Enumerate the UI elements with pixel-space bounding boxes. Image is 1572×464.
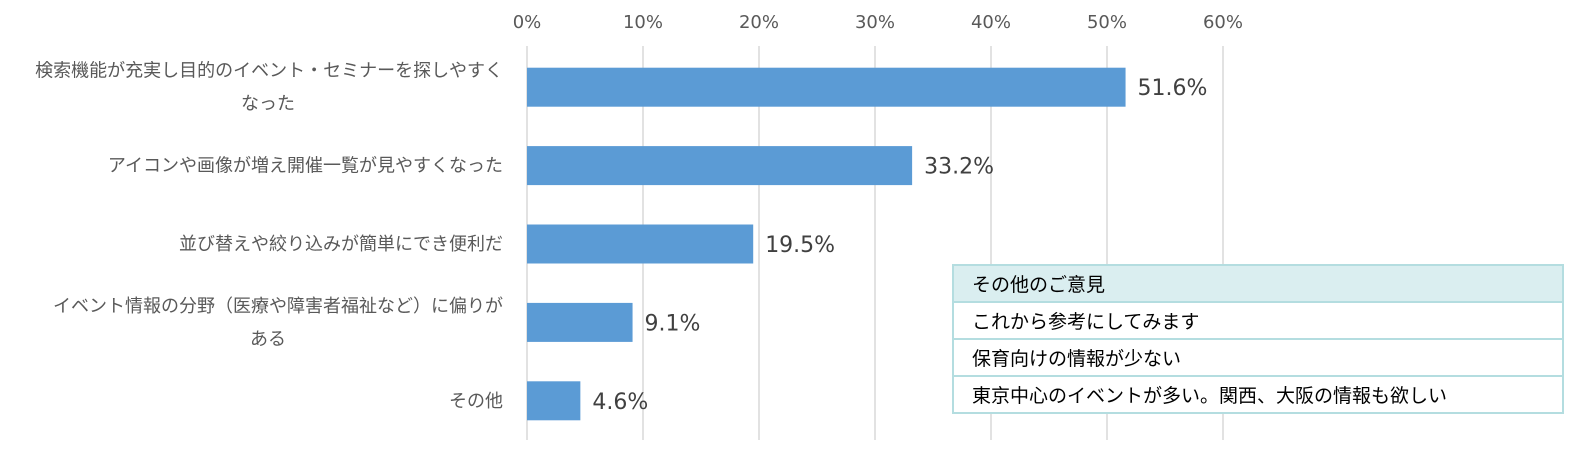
data-label: 4.6%	[592, 390, 648, 415]
category-label: ある	[250, 329, 286, 350]
x-tick-label: 50%	[1087, 12, 1127, 33]
category-label: アイコンや画像が増え開催一覧が見やすくなった	[108, 156, 503, 177]
gridlines	[526, 46, 1224, 440]
x-tick-label: 40%	[971, 12, 1011, 33]
x-tick-label: 20%	[739, 12, 779, 33]
data-labels: 51.6% 33.2% 19.5% 9.1% 4.6%	[592, 76, 1207, 415]
table-header-cell: その他のご意見	[952, 264, 1564, 303]
category-label: なった	[241, 94, 295, 115]
category-label: 並び替えや絞り込みが簡単にでき便利だ	[179, 234, 503, 255]
table-row: 保育向けの情報が少ない	[952, 338, 1564, 377]
table-row: これから参考にしてみます	[952, 301, 1564, 340]
data-label: 51.6%	[1138, 76, 1208, 101]
bar	[527, 146, 913, 186]
bar	[527, 67, 1126, 107]
x-tick-label: 30%	[855, 12, 895, 33]
x-axis-ticks: 0% 10% 20% 30% 40% 50% 60%	[513, 12, 1243, 33]
table-row: 東京中心のイベントが多い。関西、大阪の情報も欲しい	[952, 375, 1564, 414]
bar	[527, 302, 633, 342]
data-label: 9.1%	[645, 311, 701, 336]
data-label: 19.5%	[765, 233, 835, 258]
data-label: 33.2%	[924, 155, 994, 180]
bar	[527, 224, 754, 264]
table-cell: 東京中心のイベントが多い。関西、大阪の情報も欲しい	[952, 375, 1564, 414]
bars	[527, 67, 1126, 421]
category-label: イベント情報の分野（医療や障害者福祉など）に偏りが	[53, 296, 503, 317]
table-cell: 保育向けの情報が少ない	[952, 338, 1564, 377]
category-label: その他	[449, 391, 503, 412]
x-tick-label: 0%	[513, 12, 542, 33]
x-tick-label: 60%	[1203, 12, 1243, 33]
table-cell: これから参考にしてみます	[952, 301, 1564, 340]
other-opinions-table: その他のご意見 これから参考にしてみます 保育向けの情報が少ない 東京中心のイベ…	[952, 264, 1564, 414]
bar	[527, 381, 581, 421]
x-tick-label: 10%	[623, 12, 663, 33]
table-header-row: その他のご意見	[952, 264, 1564, 303]
category-label: 検索機能が充実し目的のイベント・セミナーを探しやすく	[35, 61, 503, 82]
category-labels: 検索機能が充実し目的のイベント・セミナーを探しやすくなったアイコンや画像が増え開…	[35, 61, 503, 412]
